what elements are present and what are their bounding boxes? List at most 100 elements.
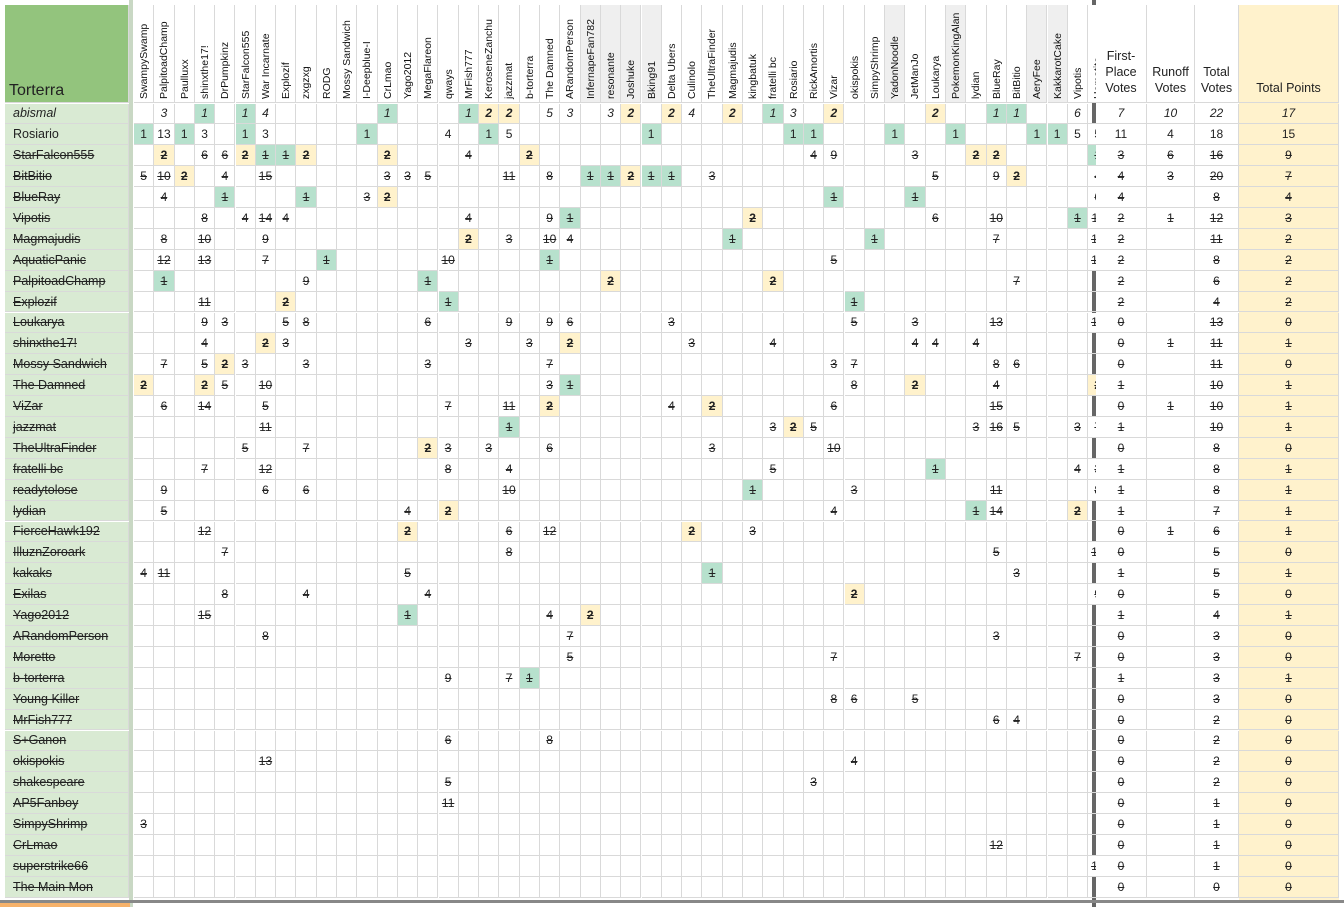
vote-cell-empty[interactable]	[479, 605, 500, 626]
vote-cell-empty[interactable]	[540, 458, 561, 480]
vote-cell-empty[interactable]	[864, 626, 886, 647]
summary-cell[interactable]: 17	[1239, 103, 1339, 125]
vote-cell-empty[interactable]	[580, 772, 601, 794]
summary-cell[interactable]: 0	[1239, 542, 1339, 564]
vote-cell[interactable]: 6	[499, 521, 520, 543]
vote-cell-empty[interactable]	[560, 291, 581, 313]
summary-cell[interactable]: 1	[1239, 417, 1339, 438]
vote-cell-empty[interactable]	[885, 855, 906, 877]
vote-cell-empty[interactable]	[397, 667, 419, 689]
vote-cell-empty[interactable]	[824, 855, 845, 877]
vote-cell-empty[interactable]	[621, 458, 642, 480]
vote-cell[interactable]: 3	[824, 354, 845, 376]
vote-cell-empty[interactable]	[357, 542, 378, 564]
vote-cell-empty[interactable]	[966, 270, 987, 292]
vote-cell-empty[interactable]	[682, 793, 703, 815]
vote-cell-empty[interactable]	[357, 396, 378, 417]
vote-cell-empty[interactable]	[276, 584, 297, 606]
vote-cell-empty[interactable]	[215, 124, 236, 146]
vote-cell-empty[interactable]	[235, 458, 256, 480]
vote-cell-empty[interactable]	[519, 103, 540, 125]
vote-cell-empty[interactable]	[641, 500, 662, 522]
vote-cell[interactable]: 2	[194, 375, 216, 397]
vote-cell-empty[interactable]	[844, 166, 865, 188]
vote-cell-empty[interactable]	[154, 793, 175, 815]
vote-cell-empty[interactable]	[844, 667, 865, 689]
vote-cell[interactable]: 6	[925, 208, 946, 229]
vote-cell-empty[interactable]	[357, 563, 378, 585]
vote-cell-empty[interactable]	[803, 626, 825, 647]
vote-cell-empty[interactable]	[641, 417, 662, 438]
vote-cell-empty[interactable]	[296, 458, 317, 480]
row-candidate-name[interactable]: FierceHawk192	[5, 521, 129, 543]
vote-cell-empty[interactable]	[885, 103, 906, 125]
vote-cell[interactable]: 8	[540, 166, 561, 188]
vote-cell-empty[interactable]	[397, 354, 419, 376]
summary-cell[interactable]: 1	[1096, 667, 1147, 689]
vote-cell-empty[interactable]	[600, 730, 622, 752]
vote-cell-empty[interactable]	[1067, 166, 1089, 188]
vote-cell-empty[interactable]	[702, 542, 723, 564]
vote-cell-empty[interactable]	[438, 479, 459, 501]
vote-cell[interactable]: 1	[255, 145, 277, 167]
summary-cell[interactable]: 0	[1096, 396, 1147, 417]
vote-cell-empty[interactable]	[783, 730, 804, 752]
vote-cell-empty[interactable]	[357, 876, 378, 898]
vote-cell[interactable]: 12	[194, 521, 216, 543]
vote-cell-empty[interactable]	[783, 688, 804, 710]
vote-cell-empty[interactable]	[905, 646, 926, 668]
vote-cell-empty[interactable]	[458, 730, 480, 752]
summary-cell[interactable]: 0	[1096, 814, 1147, 835]
vote-cell-empty[interactable]	[377, 437, 398, 459]
vote-cell-empty[interactable]	[682, 542, 703, 564]
vote-cell-empty[interactable]	[438, 626, 459, 647]
vote-cell-empty[interactable]	[803, 396, 825, 417]
vote-cell-empty[interactable]	[174, 228, 195, 250]
vote-cell-empty[interactable]	[215, 417, 236, 438]
vote-cell-empty[interactable]	[418, 417, 439, 438]
vote-cell-empty[interactable]	[377, 751, 398, 773]
vote-cell-empty[interactable]	[682, 166, 703, 188]
vote-cell-empty[interactable]	[885, 814, 906, 835]
vote-cell-empty[interactable]	[134, 626, 155, 647]
vote-cell-empty[interactable]	[864, 249, 886, 271]
vote-cell-empty[interactable]	[377, 479, 398, 501]
vote-cell[interactable]: 6	[215, 145, 236, 167]
vote-cell-empty[interactable]	[783, 814, 804, 835]
vote-cell-empty[interactable]	[296, 542, 317, 564]
vote-cell-empty[interactable]	[337, 437, 358, 459]
vote-cell-empty[interactable]	[743, 396, 764, 417]
vote-cell-empty[interactable]	[722, 124, 743, 146]
vote-cell-empty[interactable]	[438, 270, 459, 292]
summary-cell[interactable]	[1147, 500, 1195, 522]
row-candidate-name[interactable]: AquaticPanic	[5, 249, 129, 271]
vote-cell-empty[interactable]	[803, 646, 825, 668]
vote-cell[interactable]: 11	[255, 417, 277, 438]
vote-cell-empty[interactable]	[783, 145, 804, 167]
vote-cell-empty[interactable]	[803, 605, 825, 626]
vote-cell-empty[interactable]	[905, 396, 926, 417]
summary-cell[interactable]: 1	[1239, 479, 1339, 501]
vote-cell-empty[interactable]	[418, 479, 439, 501]
vote-cell-empty[interactable]	[540, 563, 561, 585]
vote-cell-empty[interactable]	[580, 354, 601, 376]
vote-cell-empty[interactable]	[1047, 772, 1068, 794]
row-candidate-name[interactable]: BitBitio	[5, 166, 129, 188]
vote-cell[interactable]: 7	[438, 396, 459, 417]
vote-cell-empty[interactable]	[194, 688, 216, 710]
vote-cell[interactable]: 1	[235, 124, 256, 146]
vote-cell-empty[interactable]	[458, 458, 480, 480]
vote-cell-empty[interactable]	[621, 208, 642, 229]
column-header[interactable]: PokemonKingAlan	[946, 5, 967, 103]
vote-cell-empty[interactable]	[418, 855, 439, 877]
summary-cell[interactable]: 12	[1195, 208, 1239, 229]
vote-cell-empty[interactable]	[154, 876, 175, 898]
vote-cell-empty[interactable]	[194, 437, 216, 459]
vote-cell-empty[interactable]	[377, 124, 398, 146]
vote-cell-empty[interactable]	[946, 667, 967, 689]
vote-cell[interactable]: 1	[641, 124, 662, 146]
vote-cell-empty[interactable]	[682, 500, 703, 522]
vote-cell[interactable]: 4	[438, 124, 459, 146]
vote-cell-empty[interactable]	[621, 793, 642, 815]
summary-cell[interactable]: 8	[1195, 458, 1239, 480]
